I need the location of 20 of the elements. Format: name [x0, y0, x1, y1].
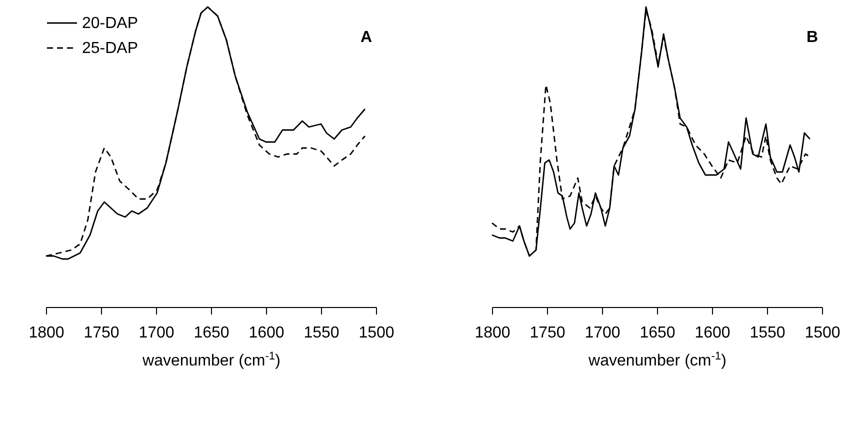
- x-axis-title: wavenumber (cm$^{-1}$): [142, 350, 280, 370]
- x-tick-label: 1700: [584, 324, 620, 342]
- x-tick-label: 1600: [694, 324, 730, 342]
- x-axis-title: wavenumber (cm$^{-1}$): [588, 350, 726, 370]
- x-tick-label: 1800: [28, 324, 64, 342]
- legend-label: 25-DAP: [82, 40, 138, 57]
- x-tick-label: 1500: [358, 324, 394, 342]
- annotation: B: [806, 29, 818, 46]
- legend-label: 20-DAP: [82, 15, 138, 32]
- x-tick-label: 1800: [474, 324, 510, 342]
- x-tick-label: 1650: [194, 324, 230, 342]
- x-tick-label: 1550: [750, 324, 786, 342]
- x-tick-label: 1600: [248, 324, 284, 342]
- annotation: A: [360, 29, 372, 46]
- x-tick-label: 1650: [640, 324, 676, 342]
- x-tick-label: 1500: [804, 324, 840, 342]
- x-tick-label: 1700: [138, 324, 174, 342]
- x-tick-label: 1750: [84, 324, 120, 342]
- x-tick-label: 1550: [304, 324, 340, 342]
- x-tick-label: 1750: [530, 324, 566, 342]
